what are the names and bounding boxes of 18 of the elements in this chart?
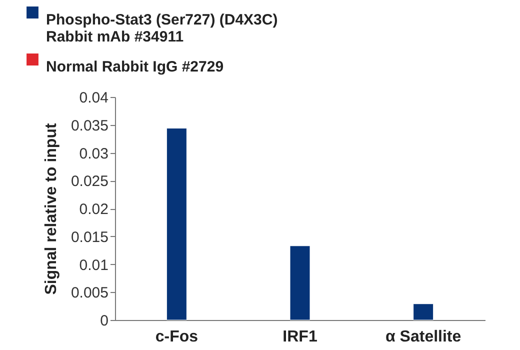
y-tick-label: 0.02 [79,201,108,218]
y-tick-label: 0 [100,312,108,330]
y-tick-label: 0.025 [70,173,108,190]
y-tick-label: 0.04 [79,90,108,106]
bar [413,304,434,320]
legend-label: Phospho-Stat3 (Ser727) (D4X3C) Rabbit mAb #34911 [46,12,278,46]
y-tick-label: 0.005 [70,284,108,302]
y-tick-label: 0.015 [70,228,108,246]
y-tick-label: 0.01 [79,256,108,274]
x-tick-label: α Satellite [386,328,462,346]
x-tick-label: c-Fos [155,328,198,346]
bar [290,246,310,320]
legend-label: Normal Rabbit IgG #2729 [46,58,224,76]
y-tick-label: 0.03 [79,145,108,162]
x-tick-label: IRF1 [282,328,318,346]
bar [166,128,187,320]
y-tick-label: 0.035 [70,117,108,134]
y-axis-title: Signal relative to input [42,122,60,295]
